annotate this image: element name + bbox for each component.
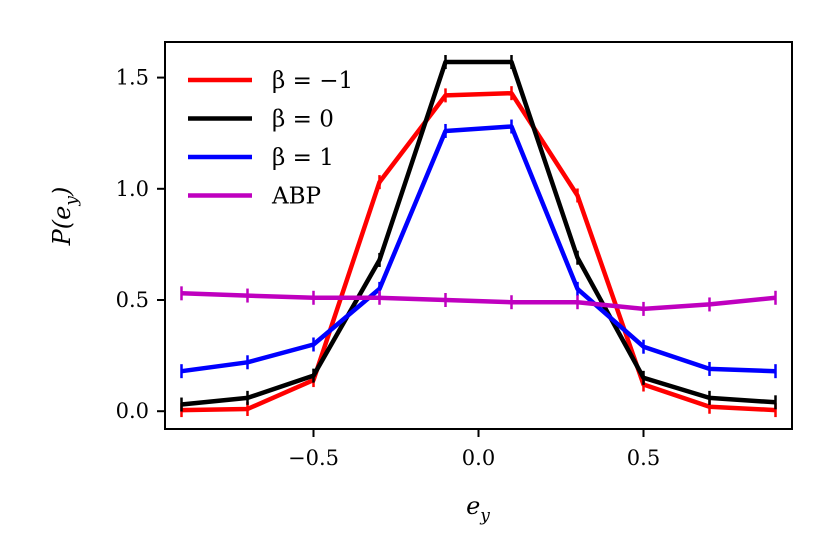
x-tick-label: 0.5 xyxy=(627,446,660,470)
x-axis-label: ey xyxy=(466,492,490,526)
legend-label-2: β = 0 xyxy=(272,107,334,133)
series-line-4 xyxy=(181,291,776,312)
y-axis-label: P(ey) xyxy=(48,187,82,247)
plot-frame xyxy=(164,41,793,430)
y-tick-label: 1.0 xyxy=(116,177,149,201)
axes-frame xyxy=(164,41,793,430)
series-line-1 xyxy=(181,90,776,413)
x-tick-label: −0.5 xyxy=(288,446,339,470)
legend: β = −1 β = 0 β = 1 ABP xyxy=(188,68,353,210)
series-line-2 xyxy=(181,59,776,407)
plot-lines xyxy=(180,55,777,418)
ticks: −0.5 0.0 0.5 0.0 0.5 1.0 1.5 xyxy=(116,66,661,470)
legend-label-3: β = 1 xyxy=(272,145,334,171)
legend-label-1: β = −1 xyxy=(272,68,353,94)
legend-label-4: ABP xyxy=(271,184,321,210)
y-tick-label: 0.5 xyxy=(116,288,149,312)
x-tick-label: 0.0 xyxy=(462,446,495,470)
series-line-3 xyxy=(181,124,776,374)
y-tick-label: 1.5 xyxy=(116,66,149,90)
y-tick-label: 0.0 xyxy=(116,399,149,423)
